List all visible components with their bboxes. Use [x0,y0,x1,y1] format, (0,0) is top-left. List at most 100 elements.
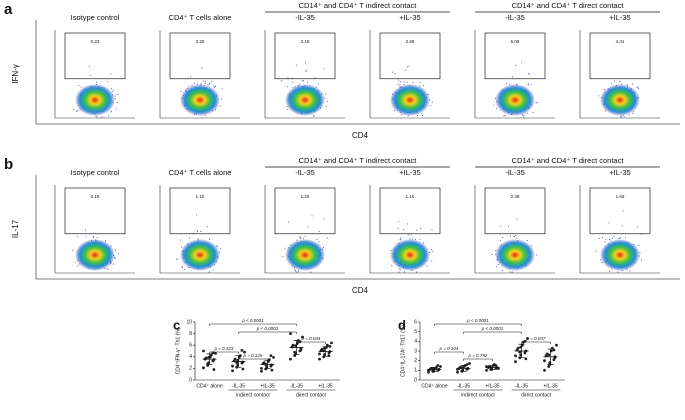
data-dot [301,335,304,339]
event-dot [419,227,421,229]
plot-title: +IL-35 [399,13,420,22]
event-dot [419,82,421,84]
y-axis-label: CD4⁺IFN-γ⁺ Th1 (%) [175,327,181,374]
gate [274,187,336,235]
event-dot [399,238,401,240]
x-tick-label: +IL-35 [485,383,500,389]
data-dot [543,368,546,372]
data-dot [243,350,246,354]
p-value: p = 0.792 [468,353,488,358]
event-dot [108,115,110,117]
event-dot [421,113,423,115]
event-dot [624,237,626,239]
event-dot [619,237,621,239]
event-dot [318,241,320,243]
event-dot [107,268,109,270]
gate-value: 1.15 [196,194,205,199]
event-dot [410,234,412,236]
data-dot [293,354,297,358]
data-dot [212,368,216,371]
p-value: p = 0.125 [243,353,263,358]
data-dot [318,352,321,356]
x-tick-label: CD4⁺ alone [196,383,222,389]
y-tick-label: 5 [414,329,417,335]
plot-title: -IL-35 [295,168,315,177]
x-tick-label: +IL-35 [318,383,333,389]
event-dot [495,107,497,109]
p-value: p = 0.037 [526,336,546,341]
event-dot [429,104,431,106]
event-dot [609,271,611,273]
event-dot [491,254,493,256]
event-dot [632,83,634,85]
density-cloud [285,84,325,116]
event-dot [207,83,209,85]
event-dot [515,234,517,236]
event-dot [107,81,109,83]
x-axis-label: CD4 [352,131,369,140]
event-dot [598,95,600,97]
data-dot [516,346,520,350]
density-cloud [180,239,220,271]
data-dot [241,367,245,371]
data-dot [514,354,517,358]
y-tick-label: 10 [186,319,192,325]
event-dot [620,116,622,118]
data-dot [298,340,302,344]
event-dot [310,271,312,273]
data-dot [269,354,273,358]
event-dot [180,239,182,241]
data-dot [289,357,292,361]
event-dot [422,85,424,87]
event-dot [416,229,418,231]
event-dot [193,82,195,84]
event-dot [511,76,513,78]
group-title: CD14⁺ and CD4⁺ T direct contact [512,156,625,165]
x-tick-label: +IL-35 [260,383,275,389]
density-cloud [495,239,535,271]
gate-value: 4.41 [616,39,625,44]
event-dot [299,236,301,238]
data-dot [328,344,332,348]
event-dot [406,66,408,68]
event-dot [605,239,607,241]
data-dot [231,369,234,373]
event-dot [403,81,405,83]
data-dot [330,341,333,345]
event-dot [295,64,297,66]
event-dot [421,115,423,117]
group-label: direct contact [296,392,326,398]
p-value: p < 0.0001 [241,318,264,323]
data-dot [325,343,329,347]
y-axis-label: IL-17 [11,219,20,238]
gate-value: 1.16 [406,194,415,199]
event-dot [213,85,215,87]
gate [64,32,126,80]
event-dot [501,270,503,272]
event-dot [106,268,108,270]
event-dot [613,236,615,238]
event-dot [637,87,639,89]
significance-bracket [521,341,551,344]
event-dot [598,237,600,239]
event-dot [528,74,530,76]
p-value: p < 0.0001 [481,326,504,331]
event-dot [311,215,313,217]
data-dot [241,360,245,364]
event-dot [621,225,623,227]
data-dot [235,361,239,364]
y-tick-label: 8 [189,331,192,337]
data-dot [524,357,528,361]
event-dot [323,67,325,69]
event-dot [324,93,326,95]
density-cloud [390,239,430,271]
significance-bracket [209,323,297,326]
event-dot [618,237,620,239]
event-dot [92,236,94,238]
event-dot [110,111,112,113]
event-dot [400,239,402,241]
event-dot [217,245,219,247]
event-dot [96,236,98,238]
event-dot [221,98,223,100]
event-dot [196,230,198,232]
